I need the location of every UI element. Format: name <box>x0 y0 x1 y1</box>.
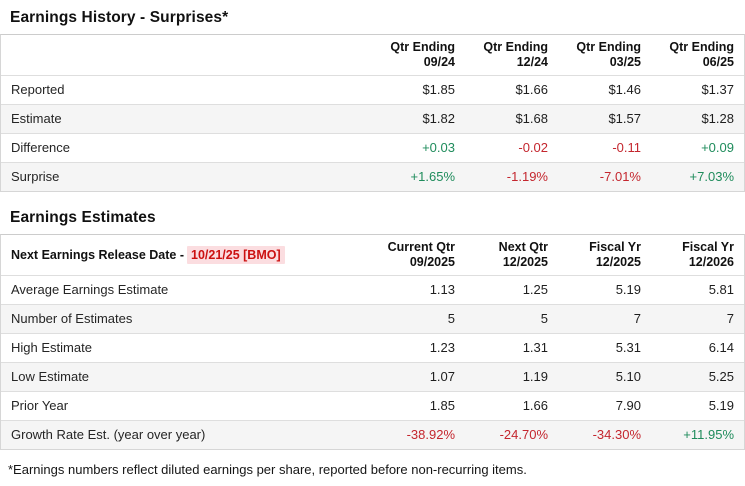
cell-value: 1.19 <box>522 368 548 384</box>
cell-value: $1.46 <box>608 81 641 97</box>
cell-value: $1.66 <box>515 81 548 97</box>
column-header: Current Qtr 09/2025 <box>387 240 455 269</box>
row-label: Reported <box>11 81 65 97</box>
column-header: Next Qtr 12/2025 <box>498 240 548 269</box>
table-row: Estimate $1.82 $1.68 $1.57 $1.28 <box>1 104 744 133</box>
table-row: Number of Estimates 5 5 7 7 <box>1 304 744 333</box>
cell-value: 5.81 <box>708 281 734 297</box>
column-header: Qtr Ending 12/24 <box>483 40 548 69</box>
cell-value: 1.66 <box>522 397 548 413</box>
cell-value: -24.70% <box>499 426 548 442</box>
cell-value: +0.03 <box>422 139 455 155</box>
cell-value: 7 <box>726 310 734 326</box>
cell-value: 5.31 <box>615 339 641 355</box>
table-row: Average Earnings Estimate 1.13 1.25 5.19 5.8… <box>1 275 744 304</box>
cell-value: 1.85 <box>429 397 455 413</box>
cell-value: 1.31 <box>522 339 548 355</box>
header-left-cell: Next Earnings Release Date -10/21/25 [BM… <box>1 242 372 269</box>
table-row: Surprise +1.65% -1.19% -7.01% +7.03% <box>1 162 744 191</box>
cell-value: +1.65% <box>410 168 455 184</box>
row-label: High Estimate <box>11 339 92 355</box>
cell-value: 1.13 <box>429 281 455 297</box>
column-header: Qtr Ending 06/25 <box>669 40 734 69</box>
earnings-footnote: *Earnings numbers reflect diluted earnin… <box>8 462 527 477</box>
estimates-table: Next Earnings Release Date -10/21/25 [BM… <box>0 234 745 450</box>
table-row: Difference +0.03 -0.02 -0.11 +0.09 <box>1 133 744 162</box>
cell-value: $1.82 <box>422 110 455 126</box>
cell-value: -1.19% <box>506 168 548 184</box>
next-earnings-release-date: 10/21/25 [BMO] <box>187 245 285 264</box>
cell-value: $1.37 <box>701 81 734 97</box>
cell-value: -0.02 <box>518 139 548 155</box>
cell-value: $1.28 <box>701 110 734 126</box>
cell-value: 6.14 <box>708 339 734 355</box>
row-label: Growth Rate Est. (year over year) <box>11 426 206 442</box>
row-label: Average Earnings Estimate <box>11 281 169 297</box>
cell-value: -7.01% <box>599 168 641 184</box>
table-row: Reported $1.85 $1.66 $1.46 $1.37 <box>1 75 744 104</box>
cell-value: 5.10 <box>615 368 641 384</box>
estimates-title: Earnings Estimates <box>10 209 156 226</box>
cell-value: 1.07 <box>429 368 455 384</box>
row-label: Low Estimate <box>11 368 90 384</box>
cell-value: +11.95% <box>683 426 734 442</box>
estimates-section: Earnings Estimates Next Earnings Release… <box>0 200 745 450</box>
column-header: Fiscal Yr 12/2025 <box>589 240 641 269</box>
cell-value: $1.68 <box>515 110 548 126</box>
row-label: Number of Estimates <box>11 310 133 326</box>
cell-value: 7 <box>633 310 641 326</box>
surprises-title: Earnings History - Surprises* <box>10 9 229 26</box>
cell-value: +7.03% <box>689 168 734 184</box>
surprises-section: Earnings History - Surprises* Qtr Ending… <box>0 0 745 192</box>
cell-value: $1.57 <box>608 110 641 126</box>
table-row: Low Estimate 1.07 1.19 5.10 5.25 <box>1 362 744 391</box>
cell-value: 1.25 <box>522 281 548 297</box>
cell-value: 1.23 <box>429 339 455 355</box>
table-header-row: Next Earnings Release Date -10/21/25 [BM… <box>1 235 744 275</box>
row-label: Estimate <box>11 110 62 126</box>
table-row: Prior Year 1.85 1.66 7.90 5.19 <box>1 391 744 420</box>
cell-value: 5.19 <box>708 397 734 413</box>
column-header: Qtr Ending 03/25 <box>576 40 641 69</box>
cell-value: 5.25 <box>708 368 734 384</box>
header-left-cell <box>1 50 372 60</box>
column-header: Fiscal Yr 12/2026 <box>682 240 734 269</box>
cell-value: $1.85 <box>422 81 455 97</box>
cell-value: +0.09 <box>701 139 734 155</box>
row-label: Prior Year <box>11 397 69 413</box>
row-label: Difference <box>11 139 71 155</box>
cell-value: 5.19 <box>615 281 641 297</box>
section-divider <box>0 192 745 200</box>
column-header: Qtr Ending 09/24 <box>390 40 455 69</box>
cell-value: -0.11 <box>612 139 641 155</box>
next-earnings-release-label: Next Earnings Release Date -10/21/25 [BM… <box>11 245 285 264</box>
cell-value: -38.92% <box>406 426 455 442</box>
cell-value: 7.90 <box>615 397 641 413</box>
table-row: High Estimate 1.23 1.31 5.31 6.14 <box>1 333 744 362</box>
row-label: Surprise <box>11 168 60 184</box>
surprises-table: Qtr Ending 09/24 Qtr Ending 12/24 Qtr Endi… <box>0 34 745 192</box>
cell-value: 5 <box>540 310 548 326</box>
cell-value: -34.30% <box>592 426 641 442</box>
table-row: Growth Rate Est. (year over year) -38.92%… <box>1 420 744 449</box>
cell-value: 5 <box>447 310 455 326</box>
table-header-row: Qtr Ending 09/24 Qtr Ending 12/24 Qtr Endi… <box>1 35 744 75</box>
